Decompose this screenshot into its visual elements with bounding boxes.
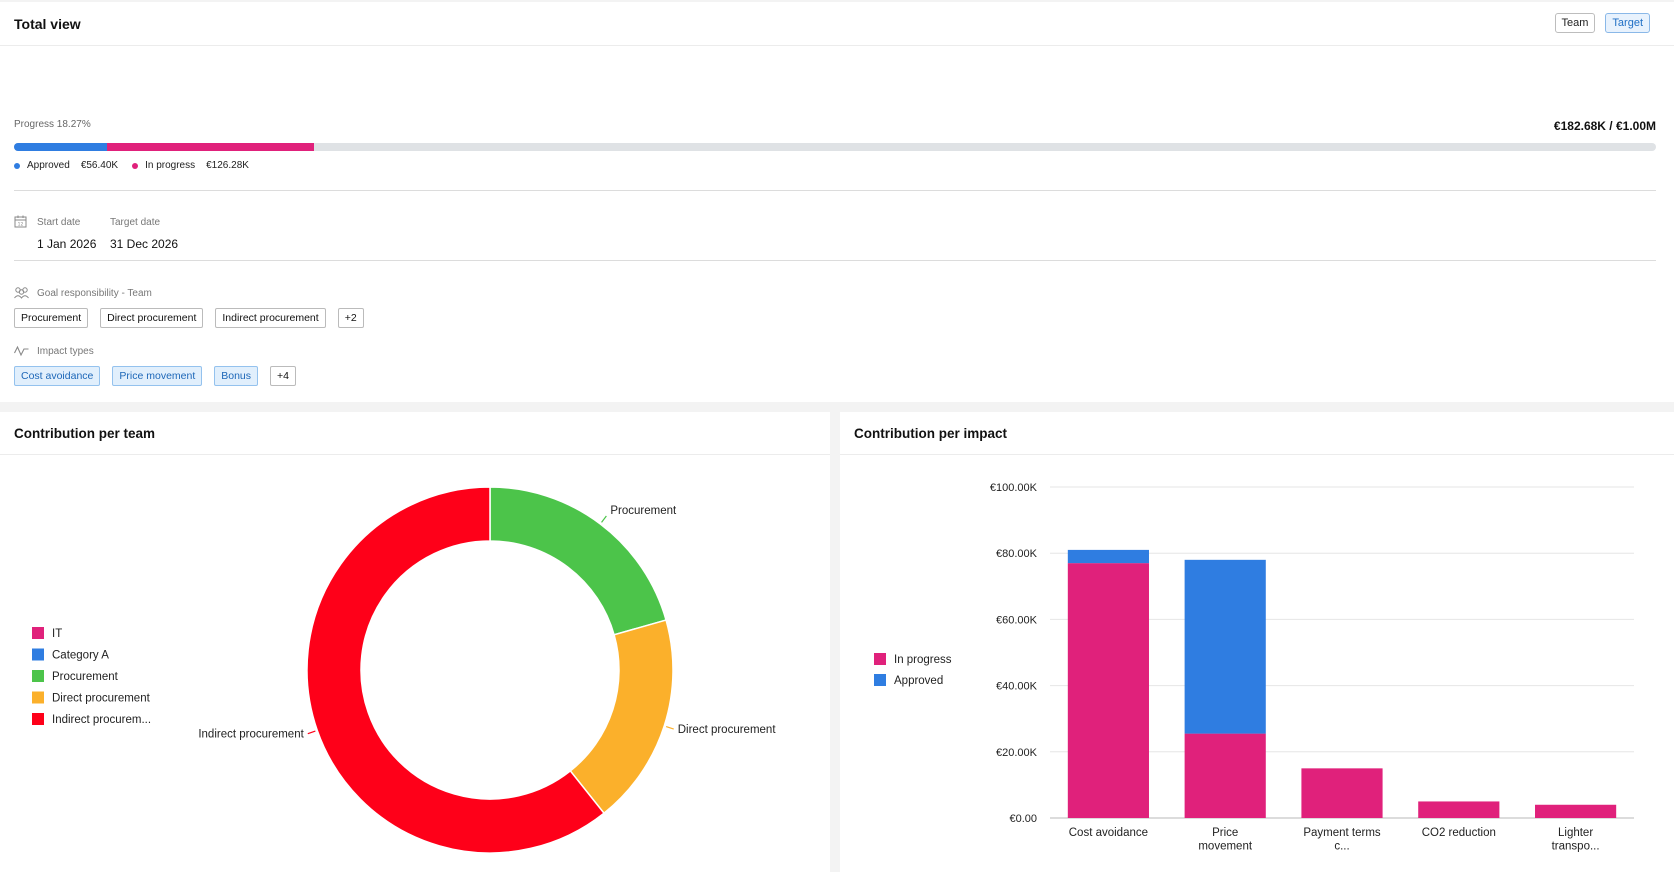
impact-types-label: Impact types	[37, 346, 94, 357]
in-progress-value: €126.28K	[206, 160, 249, 171]
approved-value: €56.40K	[80, 160, 119, 171]
x-tick-label: Payment terms	[1303, 827, 1381, 839]
donut-slice	[569, 619, 674, 815]
legend-swatch	[32, 627, 44, 639]
legend-label: Category A	[52, 650, 109, 662]
impact-chip[interactable]: Bonus	[214, 366, 259, 386]
legend-swatch	[874, 674, 886, 686]
legend-swatch	[874, 653, 886, 665]
team-toggle-button[interactable]: Team	[1554, 13, 1596, 33]
progress-total: €182.68K / €1.00M	[1553, 119, 1656, 133]
contribution-per-impact-card: Contribution per impact €0.00 €20.00K €40.…	[840, 412, 1674, 872]
impact-chips: Cost avoidance Price movement Bonus +4	[14, 366, 297, 386]
bar-segment	[1184, 559, 1266, 734]
slice-label: Procurement	[610, 505, 677, 517]
contribution-per-team-chart: IT Category A Procurement Direct procuremen…	[32, 486, 777, 854]
progress-bar	[14, 143, 1656, 151]
card-header: Contribution per team	[0, 412, 830, 455]
legend-label: Indirect procurem...	[52, 714, 151, 726]
slice-label: Direct procurement	[678, 724, 777, 736]
leader-line	[665, 726, 674, 730]
y-tick-label: €0.00	[1009, 813, 1037, 825]
total-view-header: Total view Team Target	[0, 2, 1674, 46]
divider	[14, 190, 1656, 191]
donut-slice	[306, 486, 606, 854]
y-tick-label: €100.00K	[990, 482, 1038, 494]
x-tick-label: Lighter	[1558, 827, 1593, 839]
progress-legend: Approved €56.40K In progress €126.28K	[14, 160, 263, 171]
target-date-label: Target date	[110, 217, 161, 228]
impact-chip[interactable]: Cost avoidance	[14, 366, 101, 386]
svg-text:12: 12	[18, 222, 24, 228]
legend-label: IT	[52, 628, 62, 640]
y-tick-label: €80.00K	[996, 548, 1038, 560]
card-title: Contribution per impact	[854, 426, 1007, 441]
x-tick-label: Cost avoidance	[1069, 827, 1148, 839]
legend-label: Approved	[894, 675, 943, 687]
divider	[14, 260, 1656, 261]
bar-segment	[1535, 804, 1617, 818]
view-toggle: Team Target	[1554, 13, 1650, 33]
legend-swatch	[32, 670, 44, 682]
y-tick-label: €40.00K	[996, 681, 1038, 693]
start-date-value: 1 Jan 2026	[37, 237, 97, 251]
bar-segment	[1418, 801, 1500, 818]
impact-chip[interactable]: Price movement	[112, 366, 203, 386]
legend-swatch	[32, 691, 44, 704]
target-date-value: 31 Dec 2026	[110, 237, 179, 251]
goal-responsibility-label: Goal responsibility - Team	[37, 288, 152, 299]
target-toggle-button[interactable]: Target	[1605, 13, 1650, 33]
calendar-icon: 12	[14, 215, 27, 228]
bar-segment	[1184, 733, 1266, 818]
bar-segment	[1301, 768, 1383, 818]
activity-icon	[14, 345, 29, 357]
approved-dot-icon	[14, 162, 20, 169]
progress-in-progress-fill	[106, 143, 314, 151]
y-tick-label: €20.00K	[996, 747, 1038, 759]
team-icon	[14, 287, 29, 299]
progress-approved-fill	[14, 143, 107, 151]
card-header: Contribution per impact	[840, 412, 1674, 455]
x-tick-label: movement	[1198, 841, 1252, 853]
x-tick-label: transpo...	[1552, 841, 1600, 853]
x-tick-label: Price	[1212, 827, 1238, 839]
y-tick-label: €60.00K	[996, 614, 1038, 626]
contribution-per-team-card: Contribution per team IT Category A Procur…	[0, 412, 830, 872]
team-chips: Procurement Direct procurement Indirect …	[14, 308, 364, 328]
bar-segment	[1067, 549, 1149, 564]
start-date-label: Start date	[37, 217, 81, 228]
leader-line	[601, 515, 607, 523]
legend-label: Procurement	[52, 671, 119, 683]
legend-swatch	[32, 648, 44, 661]
bar-segment	[1067, 563, 1149, 818]
team-chip[interactable]: Direct procurement	[100, 308, 204, 328]
total-view-card: Total view Team Target Progress 18.27% €…	[0, 2, 1674, 402]
legend-swatch	[32, 713, 44, 725]
in-progress-label: In progress	[145, 160, 196, 171]
leader-line	[307, 730, 316, 735]
legend-label: In progress	[894, 654, 952, 666]
page-title: Total view	[14, 16, 81, 32]
x-tick-label: CO2 reduction	[1422, 827, 1496, 839]
slice-label: Indirect procurement	[198, 729, 304, 741]
in-progress-dot-icon	[132, 162, 139, 169]
contribution-per-impact-chart: €0.00 €20.00K €40.00K €60.00K €80.00K €100.00…	[874, 482, 1634, 853]
approved-label: Approved	[27, 160, 70, 171]
more-impacts-chip[interactable]: +4	[270, 366, 297, 386]
x-tick-label: c...	[1334, 841, 1349, 853]
more-teams-chip[interactable]: +2	[337, 308, 364, 328]
team-chip[interactable]: Indirect procurement	[215, 308, 326, 328]
card-title: Contribution per team	[14, 426, 155, 441]
legend-label: Direct procurement	[52, 693, 151, 705]
team-chip[interactable]: Procurement	[14, 308, 89, 328]
progress-label: Progress 18.27%	[14, 119, 91, 130]
